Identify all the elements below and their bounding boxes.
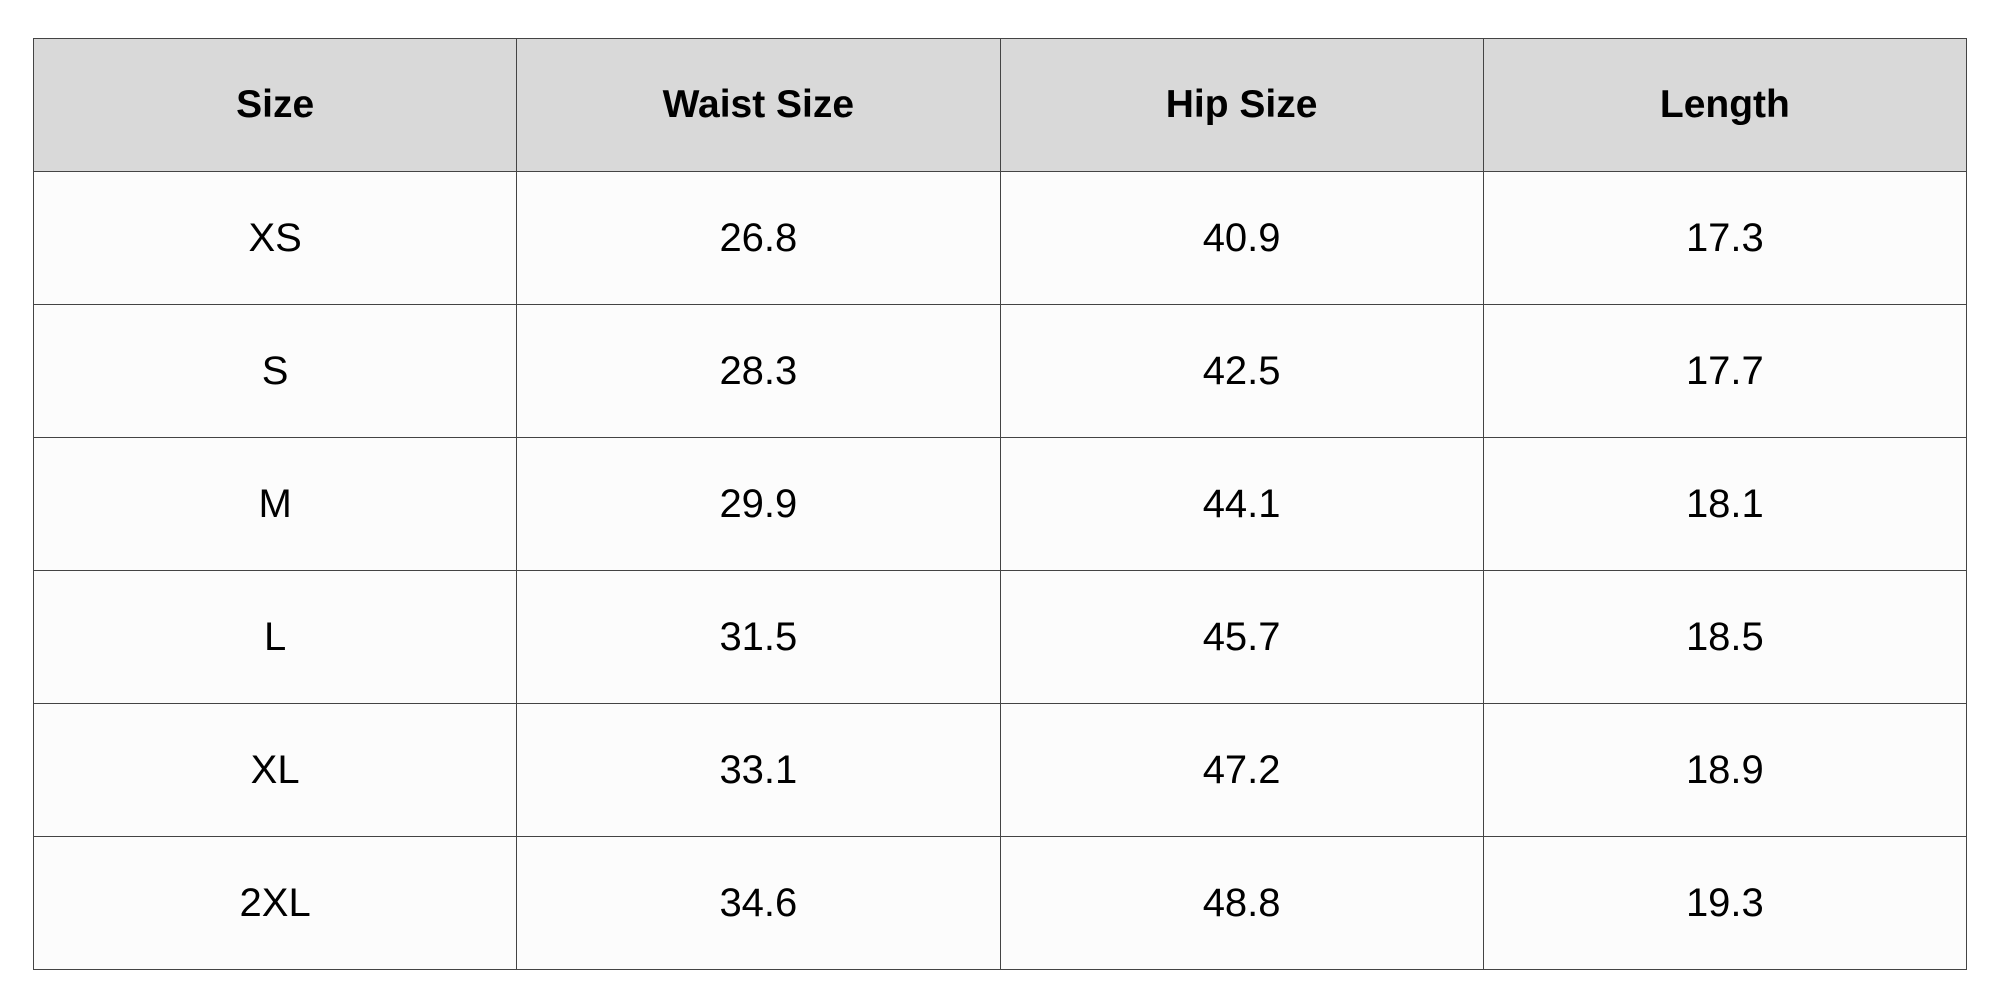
table-row: M 29.9 44.1 18.1	[32, 437, 1968, 571]
size-cell: 2XL	[32, 836, 518, 970]
value-cell: 48.8	[999, 836, 1484, 970]
size-cell: L	[32, 570, 518, 704]
header-cell: Waist Size	[516, 38, 1001, 172]
table-row: S 28.3 42.5 17.7	[32, 304, 1968, 438]
value-cell: 42.5	[999, 304, 1484, 438]
value-cell: 19.3	[1482, 836, 1968, 970]
header-cell: Hip Size	[999, 38, 1484, 172]
header-cell: Length	[1482, 38, 1968, 172]
table-row: 2XL 34.6 48.8 19.3	[32, 836, 1968, 970]
size-table: Size Waist Size Hip Size Length XS 26.8 40.9 1…	[32, 38, 1968, 970]
value-cell: 33.1	[516, 703, 1001, 837]
value-cell: 26.8	[516, 171, 1001, 305]
header-cell: Size	[32, 38, 518, 172]
size-cell: M	[32, 437, 518, 571]
header-row: Size Waist Size Hip Size Length	[32, 38, 1968, 172]
table-row: XL 33.1 47.2 18.9	[32, 703, 1968, 837]
size-cell: XL	[32, 703, 518, 837]
size-cell: XS	[32, 171, 518, 305]
table-container: Size Waist Size Hip Size Length XS 26.8 40.9 1…	[32, 38, 1968, 970]
table-body: XS 26.8 40.9 17.3 S 28.3 42.5 17.7 M 29.9 44.1 18.1…	[32, 171, 1968, 970]
value-cell: 47.2	[999, 703, 1484, 837]
value-cell: 45.7	[999, 570, 1484, 704]
value-cell: 40.9	[999, 171, 1484, 305]
table-head: Size Waist Size Hip Size Length	[32, 38, 1968, 172]
value-cell: 17.7	[1482, 304, 1968, 438]
value-cell: 18.1	[1482, 437, 1968, 571]
table-row: XS 26.8 40.9 17.3	[32, 171, 1968, 305]
value-cell: 34.6	[516, 836, 1001, 970]
value-cell: 29.9	[516, 437, 1001, 571]
value-cell: 31.5	[516, 570, 1001, 704]
size-cell: S	[32, 304, 518, 438]
table-row: L 31.5 45.7 18.5	[32, 570, 1968, 704]
value-cell: 18.9	[1482, 703, 1968, 837]
value-cell: 17.3	[1482, 171, 1968, 305]
value-cell: 28.3	[516, 304, 1001, 438]
value-cell: 18.5	[1482, 570, 1968, 704]
value-cell: 44.1	[999, 437, 1484, 571]
